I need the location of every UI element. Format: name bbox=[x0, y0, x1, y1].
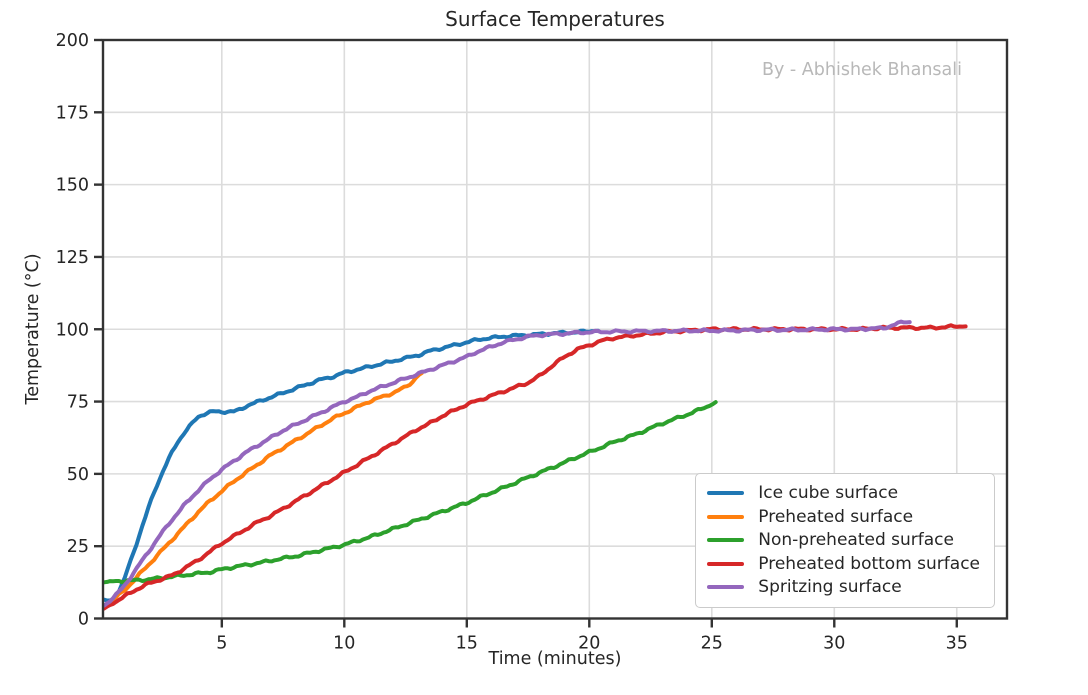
watermark-text: By - Abhishek Bhansali bbox=[762, 60, 962, 80]
legend-item-label: Non-preheated surface bbox=[758, 530, 954, 551]
x-tick-label: 35 bbox=[946, 634, 968, 654]
series-line-spritzing-surface bbox=[102, 319, 912, 608]
legend-swatch-line bbox=[707, 538, 745, 543]
legend-item: Spritzing surface bbox=[707, 576, 980, 600]
y-axis-label: Temperature (°C) bbox=[23, 253, 43, 405]
x-tick-label: 25 bbox=[701, 634, 723, 654]
legend: Ice cube surface Preheated surface Non-pre… bbox=[695, 472, 995, 608]
legend-swatch-line bbox=[707, 561, 745, 566]
legend-item-label: Ice cube surface bbox=[758, 483, 899, 504]
legend-swatch-line bbox=[707, 585, 745, 590]
x-axis-label: Time (minutes) bbox=[488, 649, 622, 669]
x-tick-label: 5 bbox=[216, 634, 227, 654]
y-tick-label: 175 bbox=[56, 103, 89, 123]
legend-swatch-line bbox=[707, 491, 745, 496]
legend-item: Non-preheated surface bbox=[707, 529, 980, 553]
x-tick-label: 30 bbox=[823, 634, 845, 654]
y-tick-label: 200 bbox=[56, 31, 89, 51]
x-tick-label: 20 bbox=[578, 634, 600, 654]
y-tick-label: 150 bbox=[56, 176, 89, 196]
legend-item-label: Preheated bottom surface bbox=[758, 553, 980, 574]
y-tick-label: 125 bbox=[56, 248, 89, 268]
legend-item: Preheated bottom surface bbox=[707, 552, 980, 576]
axis-ticks: 5 10 15 20 25 30 35 0 25 50 75 100 125 150 175 200 bbox=[56, 31, 968, 654]
series-lines bbox=[102, 319, 968, 611]
chart-title: Surface Temperatures bbox=[445, 7, 665, 31]
x-tick-label: 10 bbox=[333, 634, 355, 654]
y-tick-label: 50 bbox=[67, 465, 89, 485]
y-tick-label: 100 bbox=[56, 320, 89, 340]
y-tick-label: 25 bbox=[67, 537, 89, 557]
series-line-ice-cube-surface bbox=[102, 328, 601, 603]
legend-swatch-line bbox=[707, 514, 745, 519]
series-line-non-preheated-surface bbox=[102, 400, 718, 585]
y-tick-label: 75 bbox=[67, 393, 89, 413]
axes-box bbox=[101, 38, 1009, 620]
legend-item: Preheated surface bbox=[707, 505, 980, 529]
y-tick-label: 0 bbox=[78, 610, 89, 630]
legend-item-label: Preheated surface bbox=[758, 506, 914, 527]
legend-item: Ice cube surface bbox=[707, 482, 980, 506]
series-line-preheated-surface bbox=[102, 371, 424, 608]
x-tick-label: 15 bbox=[456, 634, 478, 654]
legend-item-label: Spritzing surface bbox=[758, 577, 902, 598]
